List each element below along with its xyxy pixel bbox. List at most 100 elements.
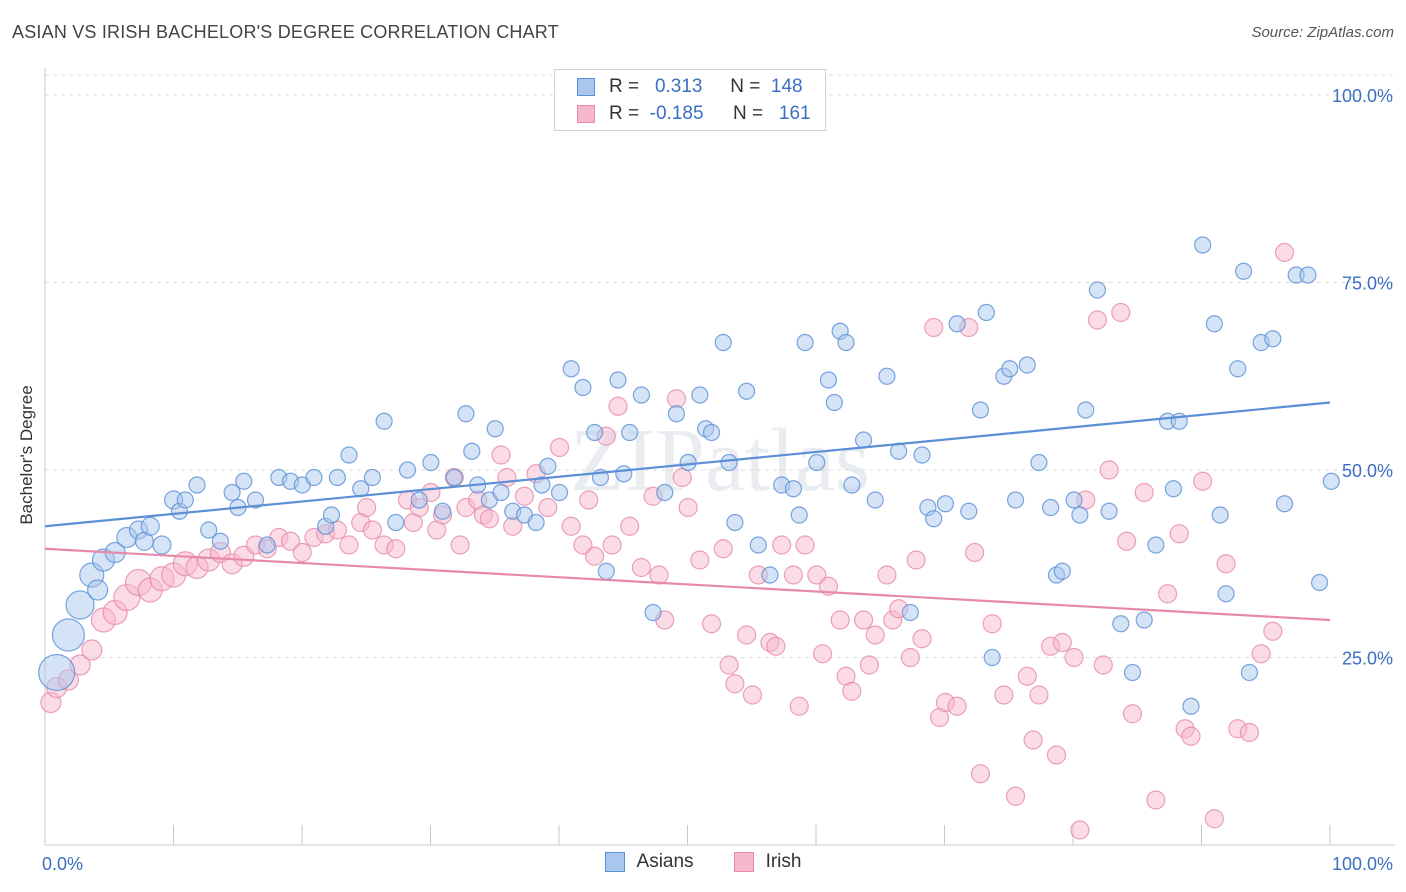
data-point-irish (965, 542, 985, 563)
r-label: R = (609, 103, 640, 124)
data-point-asians (971, 401, 990, 419)
data-point-irish (631, 557, 651, 578)
series-legend: Asians Irish (0, 851, 1406, 873)
data-point-irish (1239, 722, 1260, 743)
data-point-asians (223, 483, 241, 502)
data-point-irish (1099, 460, 1119, 480)
data-point-irish (994, 685, 1014, 705)
data-point-irish (737, 625, 757, 645)
data-point-asians (539, 457, 557, 475)
data-point-asians (1006, 491, 1025, 509)
data-point-irish (713, 539, 733, 559)
data-point-asians (457, 405, 475, 423)
data-point-irish (292, 542, 312, 563)
data-point-asians (796, 333, 814, 352)
data-point-asians (486, 420, 504, 438)
trend-lines (44, 401, 1331, 622)
grid-lines (45, 74, 1395, 658)
data-point-irish (1087, 310, 1108, 330)
data-point-asians (1182, 697, 1200, 715)
data-point-irish (649, 565, 669, 585)
data-point-asians (843, 476, 861, 494)
data-point-asians (340, 446, 358, 464)
data-point-asians (726, 513, 744, 532)
data-point-asians (38, 653, 76, 692)
data-point-irish (362, 520, 383, 540)
x-tick-label-min: 0.0% (42, 854, 83, 874)
data-point-irish (81, 639, 103, 661)
data-point-asians (363, 468, 382, 487)
n-value: 148 (770, 76, 803, 97)
data-point-asians (936, 495, 954, 513)
legend-label-irish: Irish (765, 851, 802, 872)
data-point-asians (913, 446, 931, 464)
data-point-irish (766, 636, 786, 656)
data-point-irish (690, 550, 710, 570)
data-point-asians (235, 472, 253, 490)
data-point-irish (602, 535, 622, 555)
data-point-irish (982, 614, 1002, 634)
data-point-asians (1322, 472, 1340, 490)
data-point-irish (742, 685, 763, 705)
data-point-asians (1071, 506, 1089, 524)
data-point-irish (1023, 730, 1043, 750)
data-point-asians (51, 618, 85, 652)
data-point-asians (1164, 480, 1183, 498)
source-label: Source: ZipAtlas.com (1251, 24, 1394, 41)
data-point-irish (842, 681, 862, 701)
data-point-asians (1088, 281, 1107, 299)
data-point-irish (1122, 704, 1143, 724)
data-point-irish (549, 437, 570, 458)
r-value: -0.185 (649, 103, 704, 124)
data-point-irish (1070, 820, 1090, 840)
data-point-asians (948, 315, 966, 333)
data-point-irish (1216, 554, 1236, 574)
data-point-asians (375, 412, 393, 430)
data-point-irish (924, 317, 944, 338)
data-point-asians (1018, 356, 1036, 374)
data-point-asians (901, 603, 919, 622)
data-point-asians (1240, 663, 1259, 682)
data-point-asians (463, 442, 481, 460)
data-point-asians (176, 491, 194, 509)
data-point-asians (1112, 615, 1130, 633)
data-point-irish (497, 467, 517, 488)
data-point-irish (772, 535, 792, 555)
data-point-irish (1111, 302, 1131, 323)
data-point-asians (550, 483, 569, 502)
legend-item-irish[interactable]: Irish (733, 851, 802, 873)
data-point-irish (1157, 584, 1178, 604)
data-point-asians (533, 476, 551, 494)
data-point-irish (906, 550, 926, 570)
data-point-asians (1123, 663, 1142, 682)
data-point-irish (970, 764, 991, 784)
irish-legend-swatch (733, 852, 754, 872)
data-point-irish (853, 610, 874, 630)
data-point-irish (579, 490, 599, 510)
data-point-irish (280, 531, 301, 551)
data-point-asians (1030, 453, 1048, 472)
data-point-irish (1193, 471, 1213, 491)
chart-title: ASIAN VS IRISH BACHELOR'S DEGREE CORRELA… (12, 22, 559, 42)
y-axis-label: Bachelor's Degree (17, 385, 36, 524)
data-point-asians (878, 367, 896, 385)
data-point-irish (584, 546, 605, 566)
data-point-asians (609, 371, 627, 389)
data-point-asians (1042, 498, 1060, 517)
data-point-asians (188, 476, 206, 494)
data-point-asians (790, 506, 808, 524)
data-point-irish (807, 565, 827, 585)
data-point-asians (246, 491, 265, 509)
r-label: R = (609, 76, 640, 97)
y-tick-label: 100.0% (1332, 86, 1393, 106)
data-point-irish (1263, 621, 1283, 641)
stats-legend: R = 0.313 N = 148 R = -0.185 N = 161 (554, 69, 826, 131)
data-point-irish (1169, 524, 1189, 544)
data-point-irish (719, 655, 739, 675)
data-point-asians (679, 453, 697, 472)
data-point-asians (258, 536, 276, 554)
data-point-irish (830, 610, 850, 630)
legend-item-asians[interactable]: Asians (604, 851, 694, 873)
data-point-asians (866, 491, 884, 509)
